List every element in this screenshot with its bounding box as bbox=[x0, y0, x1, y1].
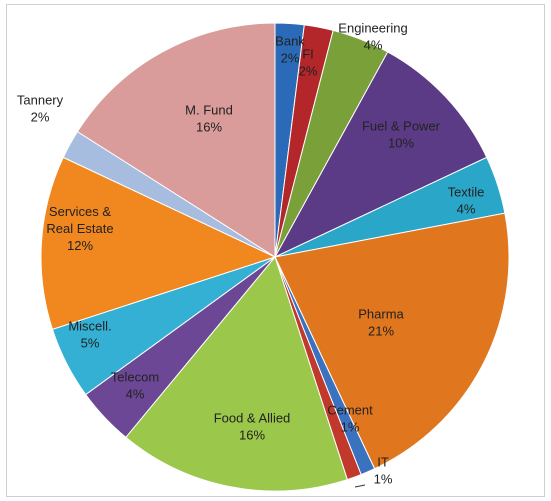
pie-slices bbox=[40, 22, 510, 492]
slice-label-services-and-real-estate: Services & Real Estate 12% bbox=[46, 204, 113, 253]
slice-label-miscell: Miscell. 5% bbox=[68, 319, 111, 351]
slice-label-it: IT 1% bbox=[374, 455, 393, 487]
pie-slice-food-and-allied bbox=[125, 255, 348, 492]
slice-label-m-fund: M. Fund 16% bbox=[185, 103, 233, 135]
pie-slice-services-and-real-estate bbox=[40, 156, 277, 330]
it-leader-line bbox=[354, 484, 366, 488]
slice-label-engineering: Engineering 4% bbox=[338, 21, 407, 53]
slice-label-fi: FI 2% bbox=[299, 47, 318, 79]
pie-slice-pharma bbox=[274, 212, 510, 470]
slice-label-food-and-allied: Food & Allied 16% bbox=[214, 411, 291, 443]
slice-label-telecom: Telecom 4% bbox=[111, 370, 159, 402]
slice-label-bank: Bank 2% bbox=[275, 34, 305, 66]
slice-label-tannery: Tannery 2% bbox=[17, 93, 64, 125]
slice-label-textile: Textile 4% bbox=[448, 185, 485, 217]
slice-label-pharma: Pharma 21% bbox=[358, 307, 404, 339]
pie-labels: Bank 2% FI 2% Engineering 4% Fuel & Power 10% Te… bbox=[17, 21, 485, 487]
pie-chart: Bank 2% FI 2% Engineering 4% Fuel & Power 10% Te… bbox=[17, 21, 510, 492]
slice-label-fuel-and-power: Fuel & Power 10% bbox=[362, 119, 441, 151]
slice-label-cement: Cement 1% bbox=[327, 403, 373, 435]
chart-frame: Bank 2% FI 2% Engineering 4% Fuel & Power 10% Te… bbox=[6, 4, 545, 497]
pie-slice-fuel-and-power bbox=[273, 51, 488, 259]
pie-slice-m-fund bbox=[76, 22, 276, 258]
